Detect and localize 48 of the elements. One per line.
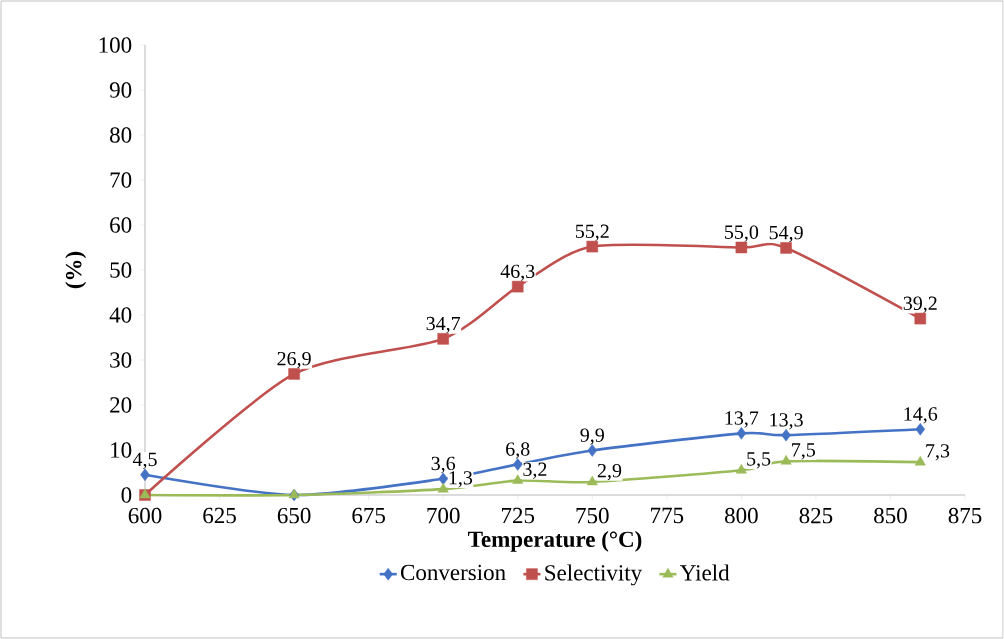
y-tick-label: 30 xyxy=(110,352,132,368)
data-label: 55,2 xyxy=(575,224,609,241)
x-tick-label: 825 xyxy=(799,507,833,524)
x-axis-title: Temperature (°C) xyxy=(468,530,642,552)
y-tick-label: 60 xyxy=(110,217,132,233)
data-label: 7,5 xyxy=(792,443,816,460)
legend-label: Conversion xyxy=(400,564,506,581)
legend-label: Yield xyxy=(680,564,730,581)
y-tick-label: 100 xyxy=(99,37,132,53)
x-tick-label: 800 xyxy=(724,507,758,524)
y-tick-label: 0 xyxy=(121,487,132,503)
y-tick-label: 10 xyxy=(111,442,132,458)
data-label: 39,2 xyxy=(903,296,937,313)
data-label: 54,9 xyxy=(769,225,803,243)
data-label: 2,9 xyxy=(597,463,622,481)
y-tick-label: 20 xyxy=(110,397,132,413)
legend-label: Selectivity xyxy=(545,564,643,586)
data-label: 3,2 xyxy=(523,462,547,479)
y-tick-label: 80 xyxy=(110,127,132,143)
data-label: 5,5 xyxy=(747,452,771,469)
x-tick-label: 675 xyxy=(352,507,385,524)
data-label: 4,5 xyxy=(132,452,157,470)
data-label: 26,9 xyxy=(277,351,311,369)
data-label: 46,3 xyxy=(500,264,535,281)
x-tick-label: 750 xyxy=(576,507,609,524)
data-label: 6,8 xyxy=(506,442,530,459)
data-label: 14,6 xyxy=(904,407,938,424)
data-label: 13,3 xyxy=(770,413,803,430)
x-tick-label: 850 xyxy=(874,507,907,524)
data-label: 13,7 xyxy=(725,411,759,428)
x-tick-label: 700 xyxy=(427,507,460,524)
y-tick-label: 70 xyxy=(110,172,132,188)
x-tick-label: 775 xyxy=(651,507,684,524)
x-tick-label: 600 xyxy=(128,507,162,524)
x-tick-label: 650 xyxy=(277,507,311,524)
data-label: 7,3 xyxy=(926,444,950,461)
y-axis-title: (%) xyxy=(65,251,87,289)
data-label: 1,3 xyxy=(449,471,473,488)
data-label: 3,6 xyxy=(431,456,456,474)
data-label: 55,0 xyxy=(725,225,759,242)
x-tick-label: 725 xyxy=(502,507,535,524)
x-tick-label: 625 xyxy=(203,507,236,524)
x-tick-label: 875 xyxy=(948,507,982,524)
data-label: 9,9 xyxy=(580,428,604,445)
y-tick-label: 90 xyxy=(109,82,132,98)
y-tick-label: 50 xyxy=(110,262,132,278)
y-tick-label: 40 xyxy=(109,307,132,323)
data-label: 34,7 xyxy=(426,316,461,334)
